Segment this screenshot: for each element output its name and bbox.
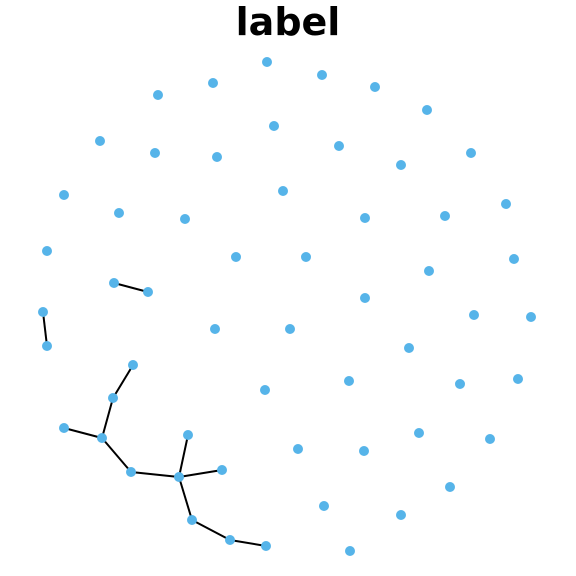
graph-node <box>278 186 288 196</box>
graph-edge <box>101 397 114 439</box>
graph-node <box>143 287 153 297</box>
graph-node <box>128 360 138 370</box>
graph-node <box>526 312 536 322</box>
graph-node <box>114 208 124 218</box>
graph-node <box>260 385 270 395</box>
graph-node <box>217 465 227 475</box>
graph-node <box>414 428 424 438</box>
graph-node <box>153 90 163 100</box>
graph-node <box>370 82 380 92</box>
graph-node <box>513 374 523 384</box>
graph-node <box>208 78 218 88</box>
graph-node <box>440 211 450 221</box>
graph-edge <box>178 476 193 521</box>
graph-node <box>360 213 370 223</box>
graph-node <box>445 482 455 492</box>
graph-node <box>210 324 220 334</box>
graph-node <box>126 467 136 477</box>
graph-node <box>262 57 272 67</box>
graph-node <box>396 510 406 520</box>
graph-node <box>42 341 52 351</box>
graph-title: label <box>235 0 341 44</box>
graph-node <box>319 501 329 511</box>
graph-edge <box>101 437 132 473</box>
graph-node <box>285 324 295 334</box>
graph-node <box>344 376 354 386</box>
graph-node <box>97 433 107 443</box>
graph-node <box>150 148 160 158</box>
graph-node <box>293 444 303 454</box>
graph-node <box>231 252 241 262</box>
graph-edge <box>112 364 134 399</box>
graph-edge <box>229 539 267 547</box>
graph-node <box>95 136 105 146</box>
graph-edge <box>178 434 189 478</box>
graph-node <box>359 446 369 456</box>
graph-node <box>108 393 118 403</box>
graph-edge <box>191 519 231 541</box>
graph-node <box>404 343 414 353</box>
graph-node <box>424 266 434 276</box>
graph-node <box>317 70 327 80</box>
graph-node <box>38 307 48 317</box>
graph-node <box>59 190 69 200</box>
graph-node <box>212 152 222 162</box>
graph-node <box>345 546 355 556</box>
graph-edge <box>130 471 180 478</box>
graph-node <box>261 541 271 551</box>
graph-node <box>109 278 119 288</box>
graph-node <box>485 434 495 444</box>
graph-edge <box>178 469 223 478</box>
graph-node <box>455 379 465 389</box>
graph-node <box>59 423 69 433</box>
graph-edge <box>42 311 48 347</box>
graph-node <box>334 141 344 151</box>
graph-edge <box>63 427 103 439</box>
graph-node <box>396 160 406 170</box>
graph-node <box>360 293 370 303</box>
graph-node <box>301 252 311 262</box>
graph-node <box>466 148 476 158</box>
graph-node <box>422 105 432 115</box>
graph-node <box>501 199 511 209</box>
graph-node <box>269 121 279 131</box>
graph-node <box>174 472 184 482</box>
graph-node <box>180 214 190 224</box>
graph-node <box>42 246 52 256</box>
graph-node <box>187 515 197 525</box>
graph-node <box>183 430 193 440</box>
graph-node <box>509 254 519 264</box>
graph-node <box>469 310 479 320</box>
graph-node <box>225 535 235 545</box>
graph-edge <box>113 282 149 293</box>
